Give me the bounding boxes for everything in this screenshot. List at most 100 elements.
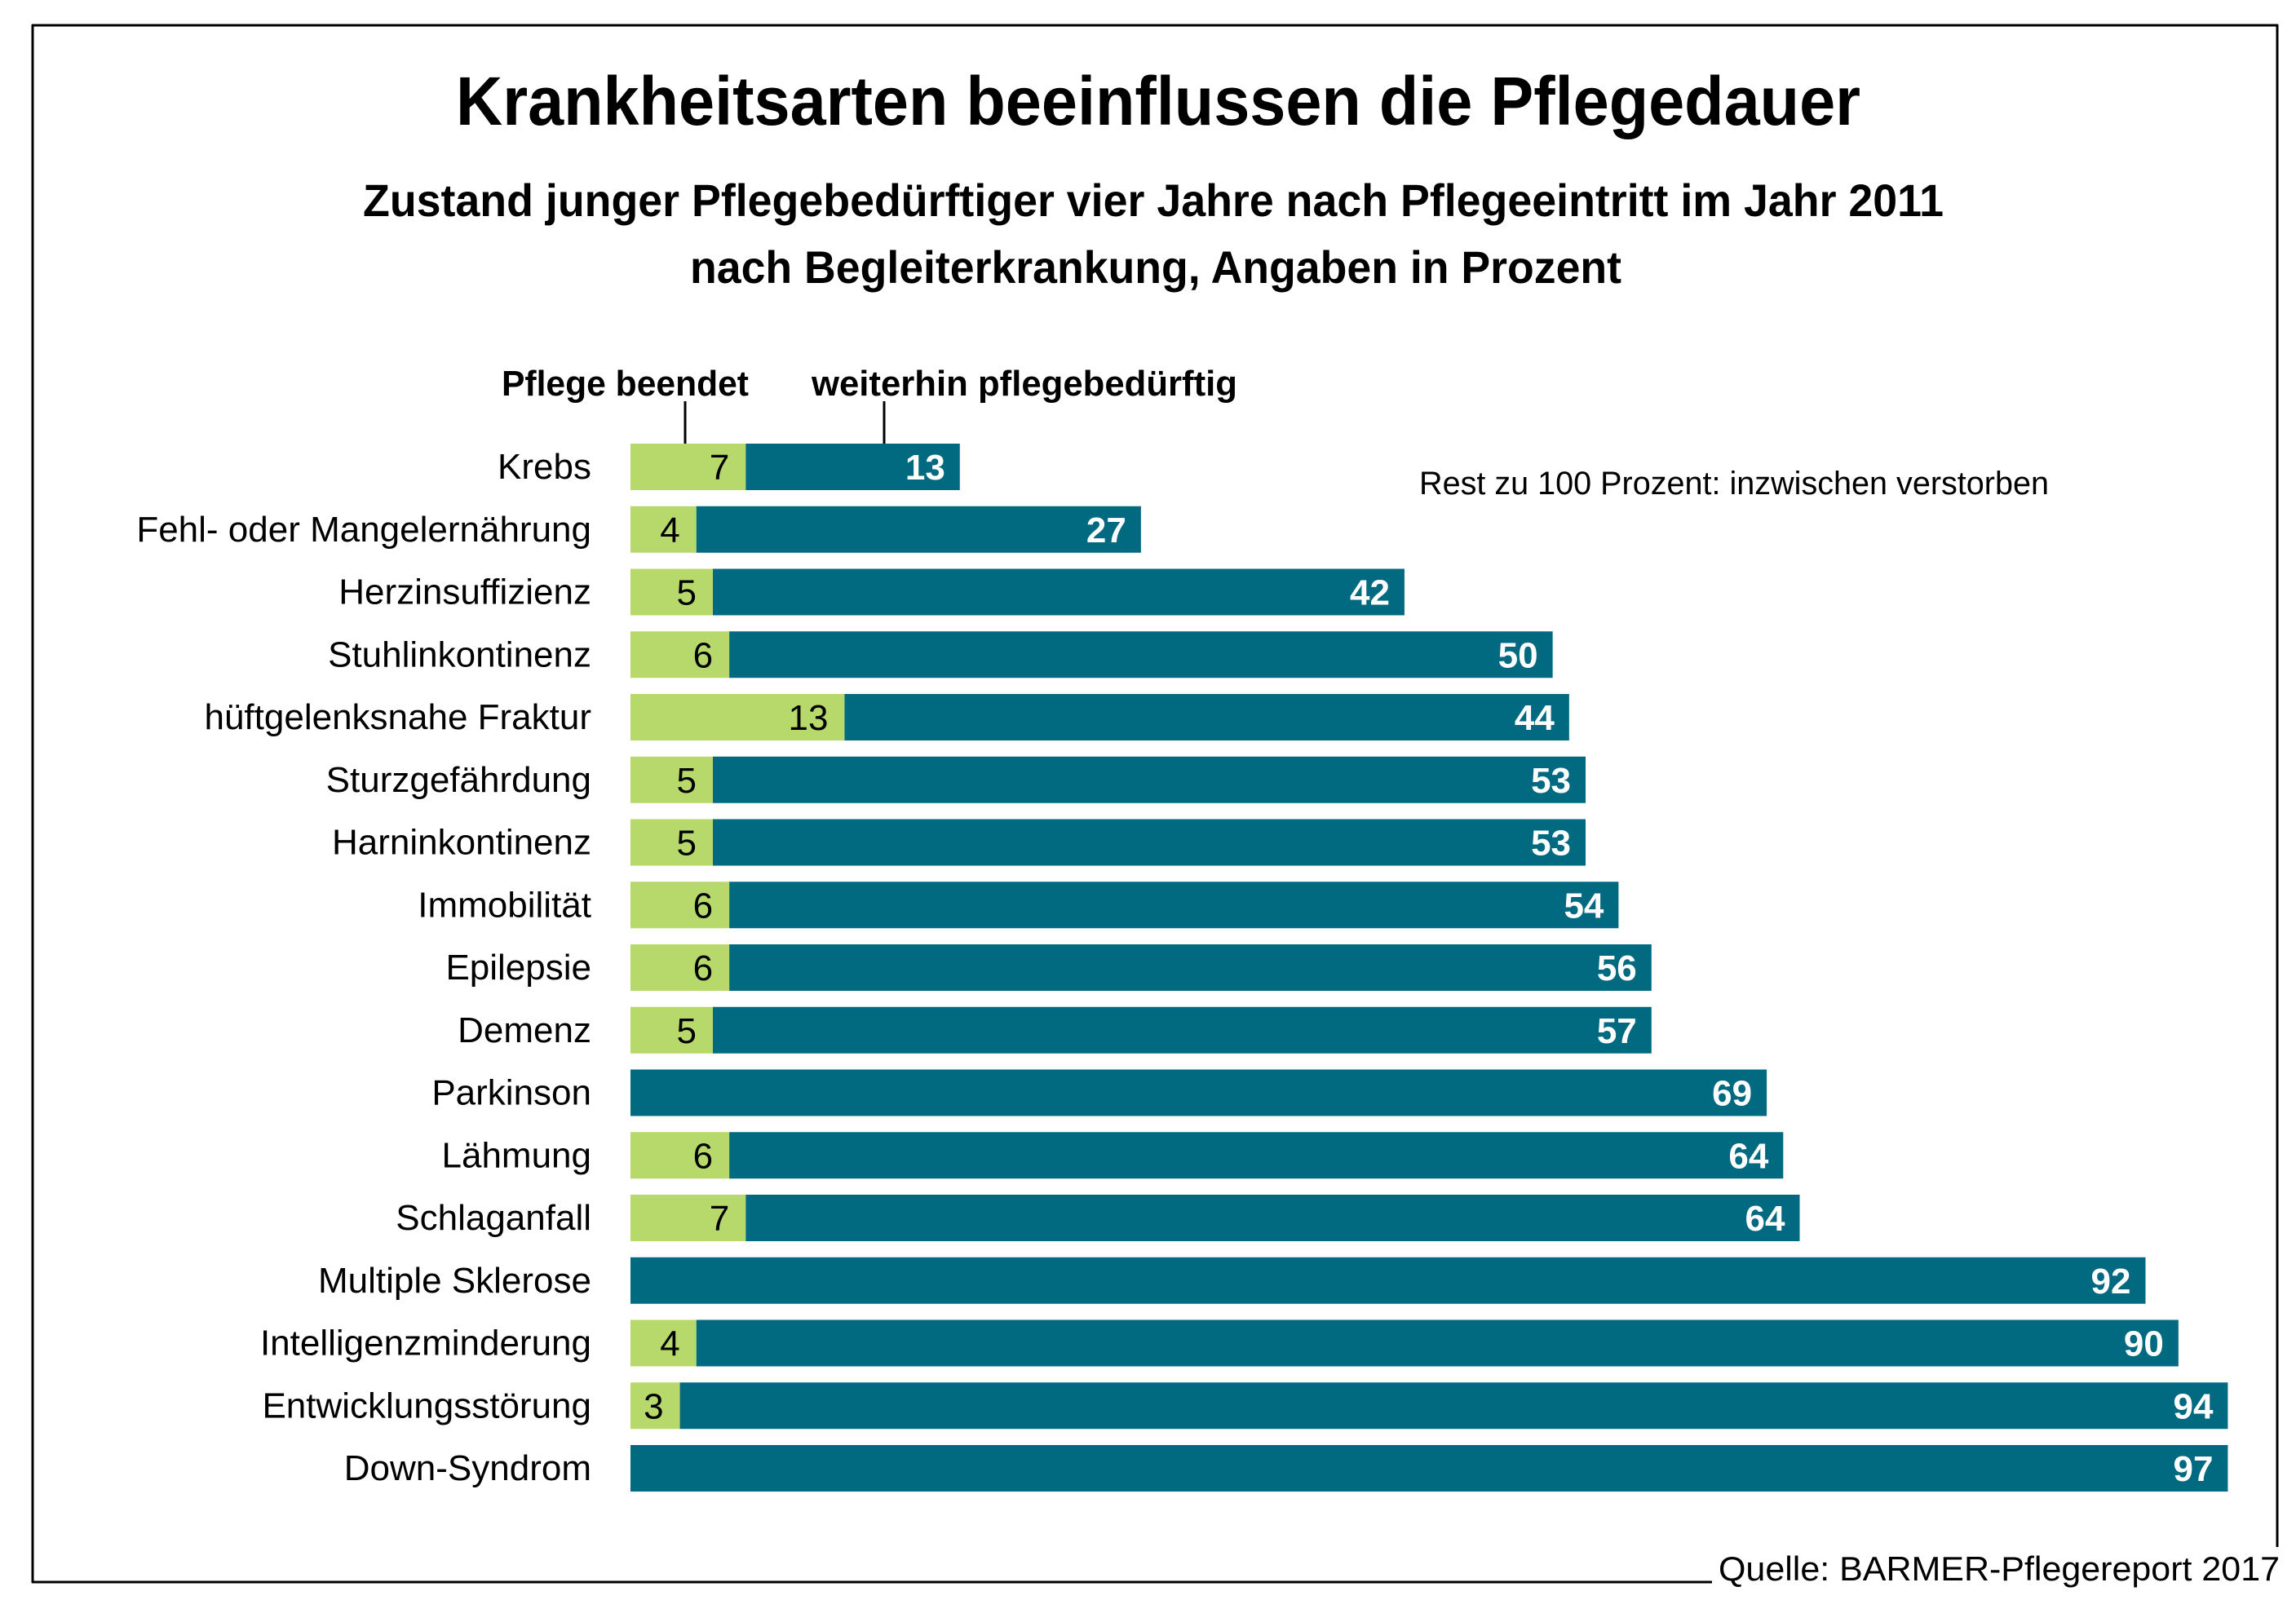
bar-segment-pflege-beendet — [630, 506, 697, 553]
data-label: 97 — [2173, 1449, 2213, 1489]
chart-subtitle-line-2: nach Begleiterkrankung, Angaben in Proze… — [690, 241, 1621, 293]
bar-segment-weiterhin-pflegebeduerftig — [729, 1132, 1784, 1179]
bar-row-intelligenzminderung: Intelligenzminderung 4 90 — [260, 1319, 2179, 1367]
data-label: 64 — [1728, 1136, 1768, 1176]
category-label: Immobilität — [418, 885, 591, 925]
category-label: Epilepsie — [445, 948, 591, 988]
category-label: Down-Syndrom — [344, 1448, 591, 1488]
bar-row-down-syndrom: Down-Syndrom 97 — [344, 1445, 2228, 1492]
bar-segment-weiterhin-pflegebeduerftig — [729, 631, 1553, 678]
bar-row-sturzgefährdung: Sturzgefährdung 5 53 — [326, 756, 1586, 803]
data-label: 42 — [1350, 573, 1390, 613]
data-label: 4 — [660, 1324, 679, 1364]
category-label: Stuhlinkontinenz — [328, 634, 591, 674]
category-label: Intelligenzminderung — [260, 1324, 591, 1364]
bar-segment-weiterhin-pflegebeduerftig — [630, 1445, 2228, 1492]
bar-row-multiple-sklerose: Multiple Sklerose 92 — [318, 1257, 2146, 1304]
bar-segment-pflege-beendet — [630, 694, 845, 740]
bar-segment-weiterhin-pflegebeduerftig — [712, 756, 1586, 803]
bar-segment-weiterhin-pflegebeduerftig — [696, 506, 1141, 553]
bar-segment-pflege-beendet — [630, 1382, 680, 1430]
category-label: Lähmung — [442, 1135, 591, 1175]
bar-row-herzinsuffizienz: Herzinsuffizienz 5 42 — [338, 568, 1405, 616]
data-label: 5 — [676, 824, 696, 864]
bar-segment-pflege-beendet — [630, 756, 713, 803]
bar-segment-weiterhin-pflegebeduerftig — [630, 1069, 1767, 1116]
bar-segment-weiterhin-pflegebeduerftig — [696, 1319, 2179, 1367]
category-label: Krebs — [498, 447, 591, 487]
category-label: Multiple Sklerose — [318, 1261, 591, 1301]
data-label: 94 — [2173, 1386, 2213, 1426]
bar-segment-pflege-beendet — [630, 631, 730, 678]
data-label: 53 — [1531, 761, 1571, 801]
data-label: 13 — [905, 448, 945, 488]
legend-label-weiterhin-pflegebeduerftig: weiterhin pflegebedürftig — [811, 364, 1237, 404]
chart-title: Krankheitsarten beeinflussen die Pfleged… — [456, 63, 1860, 139]
data-label: 69 — [1712, 1074, 1752, 1114]
frame — [31, 24, 2279, 1584]
source-note: Quelle: BARMER-Pflegereport 2017 — [1719, 1549, 2280, 1588]
annotation-rest: Rest zu 100 Prozent: inzwischen verstorb… — [1419, 466, 2049, 502]
data-label: 44 — [1515, 698, 1555, 738]
bar-segment-weiterhin-pflegebeduerftig — [729, 882, 1619, 929]
bar-segment-weiterhin-pflegebeduerftig — [712, 819, 1586, 866]
data-label: 90 — [2124, 1324, 2164, 1364]
bar-segment-weiterhin-pflegebeduerftig — [630, 1257, 2146, 1304]
bar-row-immobilität: Immobilität 6 54 — [418, 882, 1619, 929]
bar-segment-pflege-beendet — [630, 1006, 713, 1054]
bar-segment-weiterhin-pflegebeduerftig — [729, 944, 1652, 991]
bar-row-lähmung: Lähmung 6 64 — [442, 1132, 1784, 1179]
data-label: 64 — [1745, 1199, 1785, 1239]
category-label: Fehl- oder Mangelernährung — [136, 510, 591, 550]
bar-segment-weiterhin-pflegebeduerftig — [745, 444, 960, 490]
category-label: Parkinson — [431, 1073, 591, 1113]
data-label: 50 — [1498, 635, 1538, 675]
bar-row-krebs: Krebs 7 13 — [498, 444, 960, 490]
category-label: Schlaganfall — [396, 1198, 591, 1238]
bar-row-demenz: Demenz 5 57 — [458, 1006, 1652, 1054]
bar-row-schlaganfall: Schlaganfall 7 64 — [396, 1195, 1800, 1241]
category-label: Harninkontinenz — [332, 823, 591, 863]
data-label: 27 — [1086, 510, 1126, 550]
bar-segment-pflege-beendet — [630, 444, 746, 490]
data-label: 5 — [676, 573, 696, 613]
bar-segment-weiterhin-pflegebeduerftig — [745, 1195, 1800, 1241]
data-label: 5 — [676, 1011, 696, 1051]
bar-segment-weiterhin-pflegebeduerftig — [712, 1006, 1652, 1054]
data-label: 56 — [1597, 948, 1637, 988]
category-label: Sturzgefährdung — [326, 760, 591, 800]
data-label: 3 — [644, 1386, 663, 1426]
bar-segment-pflege-beendet — [630, 1132, 730, 1179]
data-label: 7 — [710, 1199, 729, 1239]
bar-row-entwicklungsstörung: Entwicklungsstörung 3 94 — [262, 1382, 2228, 1430]
data-label: 5 — [676, 761, 696, 801]
bar-segment-weiterhin-pflegebeduerftig — [679, 1382, 2228, 1430]
bar-row-fehl-oder-mangelernährung: Fehl- oder Mangelernährung 4 27 — [136, 506, 1141, 553]
bar-segment-weiterhin-pflegebeduerftig — [844, 694, 1569, 740]
data-label: 6 — [693, 886, 713, 926]
bar-row-stuhlinkontinenz: Stuhlinkontinenz 6 50 — [328, 631, 1553, 678]
bar-segment-pflege-beendet — [630, 1319, 697, 1367]
chart-subtitle-line-1: Zustand junger Pflegebedürftiger vier Ja… — [363, 175, 1944, 226]
legend: Pflege beendet weiterhin pflegebedürftig — [502, 364, 1237, 450]
data-label: 6 — [693, 1136, 713, 1176]
data-label: 54 — [1564, 886, 1604, 926]
data-label: 57 — [1597, 1011, 1637, 1051]
bar-row-epilepsie: Epilepsie 6 56 — [445, 944, 1652, 991]
bar-segment-pflege-beendet — [630, 882, 730, 929]
bar-segment-pflege-beendet — [630, 1195, 746, 1241]
data-label: 13 — [789, 698, 829, 738]
data-label: 53 — [1531, 824, 1571, 864]
bar-segment-pflege-beendet — [630, 568, 713, 616]
bar-segment-pflege-beendet — [630, 819, 713, 866]
data-label: 92 — [2091, 1262, 2131, 1302]
category-label: Entwicklungsstörung — [262, 1386, 591, 1425]
bar-row-parkinson: Parkinson 69 — [431, 1069, 1767, 1116]
data-label: 4 — [660, 510, 679, 550]
data-label: 7 — [710, 448, 729, 488]
data-label: 6 — [693, 948, 713, 988]
category-label: hüftgelenksnahe Fraktur — [204, 697, 591, 737]
bar-segment-pflege-beendet — [630, 944, 730, 991]
